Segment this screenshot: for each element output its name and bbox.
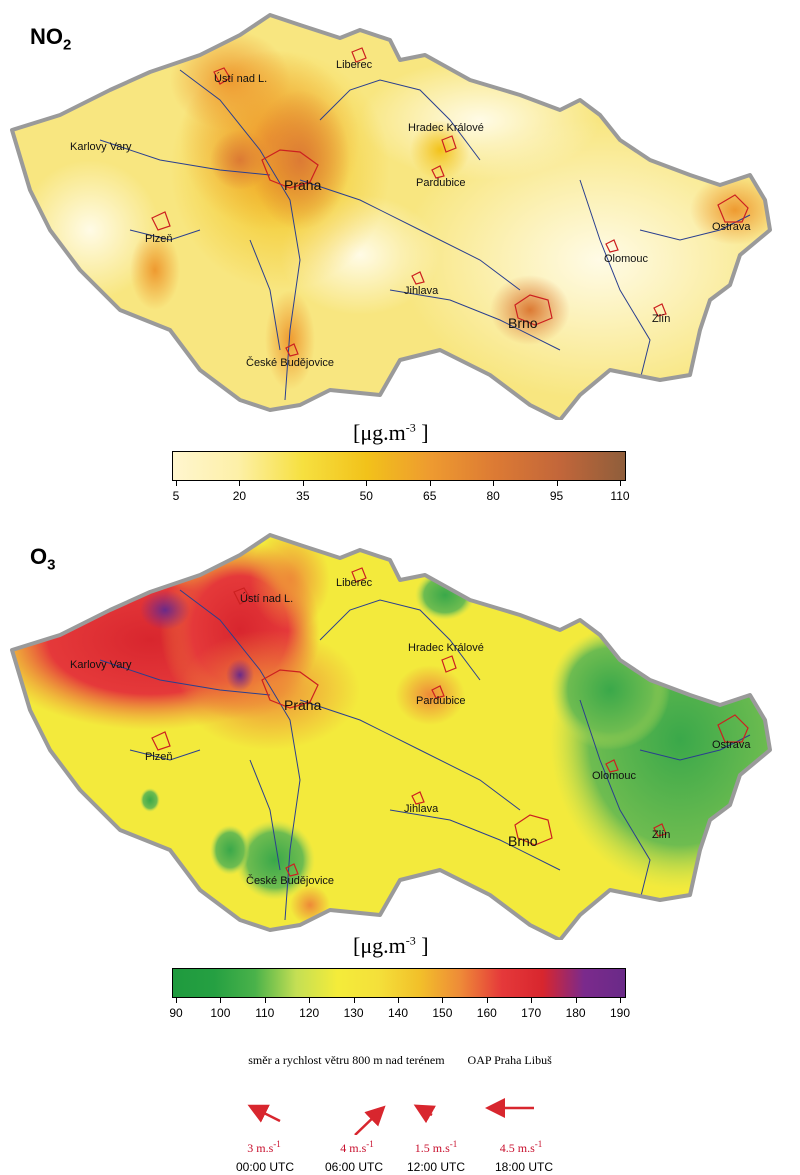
city-label: Hradec Králové	[408, 642, 484, 654]
scale-tick-mark	[309, 998, 311, 1003]
scale-tick-label: 190	[609, 1006, 631, 1020]
no2-title: NO2	[30, 24, 72, 54]
city-label: Praha	[284, 697, 322, 713]
city-label: Hradec Králové	[408, 122, 484, 134]
scale-tick-label: 160	[476, 1006, 497, 1020]
scale-tick-mark	[486, 998, 488, 1003]
scale-tick-mark	[620, 481, 621, 486]
scale-tick-label: 100	[210, 1006, 231, 1020]
wind-speed-0600: 4 m.s-1	[340, 1139, 374, 1155]
scale-tick-label: 20	[232, 489, 247, 503]
no2-color-scale	[172, 451, 626, 481]
scale-tick-label: 110	[610, 489, 630, 503]
city-label: Ostrava	[712, 221, 751, 233]
scale-tick-mark	[556, 481, 558, 486]
wind-time-0000: 00:00 UTC	[235, 1160, 295, 1174]
city-label: Plzeň	[145, 751, 173, 763]
scale-tick-label: 120	[299, 1006, 320, 1020]
scale-tick-mark	[620, 998, 621, 1003]
city-label: Brno	[508, 833, 538, 849]
no2-unit: [μg.m-3 ]	[353, 420, 429, 445]
scale-tick-mark	[220, 998, 222, 1003]
city-label: Plzeň	[145, 233, 173, 245]
city-label: Ostrava	[712, 739, 751, 751]
scale-tick-mark	[575, 998, 577, 1003]
scale-tick-mark	[366, 481, 368, 486]
scale-tick-label: 90	[169, 1006, 183, 1020]
scale-tick-label: 35	[296, 489, 310, 503]
city-label: Karlovy Vary	[70, 141, 132, 153]
scale-tick-label: 170	[521, 1006, 542, 1020]
city-label: České Budějovice	[246, 356, 334, 369]
wind-arrow-0600-icon	[354, 1105, 386, 1135]
scale-tick-label: 5	[172, 489, 180, 503]
city-label: České Budějovice	[246, 874, 334, 887]
wind-speed-1200: 1.5 m.s-1	[414, 1139, 458, 1155]
wind-time-1800: 18:00 UTC	[494, 1160, 554, 1174]
scale-tick-mark	[176, 481, 177, 486]
scale-tick-label: 130	[343, 1006, 364, 1020]
wind-note: směr a rychlost větru 800 m nad terénem …	[0, 1053, 800, 1068]
country-border	[10, 13, 772, 420]
city-outlines	[151, 567, 749, 877]
scale-tick-mark	[442, 998, 444, 1003]
wind-note-text: směr a rychlost větru 800 m nad terénem	[248, 1053, 445, 1067]
scale-tick-label: 50	[359, 489, 373, 503]
city-label: Liberec	[336, 577, 373, 589]
source-text: OAP Praha Libuš	[467, 1053, 552, 1067]
scale-tick-mark	[493, 481, 495, 486]
city-label: Olomouc	[604, 253, 649, 265]
scale-tick-mark	[531, 998, 533, 1003]
city-label: Olomouc	[592, 770, 637, 782]
scale-tick-mark	[398, 998, 399, 1003]
scale-tick-mark	[302, 481, 304, 486]
city-label: Pardubice	[416, 695, 466, 707]
scale-tick-label: 140	[387, 1006, 409, 1020]
wind-arrow-1200-icon	[413, 1104, 436, 1124]
city-label: Jihlava	[404, 285, 439, 297]
scale-tick-label: 80	[486, 489, 500, 503]
river-network	[99, 69, 751, 401]
no2-map: Ústí nad L. Liberec Karlovy Vary Hradec …	[10, 13, 772, 420]
scale-tick-mark	[353, 998, 355, 1003]
o3-city-labels: Ústí nad L. Liberec Karlovy Vary Hradec …	[70, 577, 751, 887]
city-label: Karlovy Vary	[70, 659, 132, 671]
scale-tick-label: 180	[565, 1006, 586, 1020]
o3-title: O3	[30, 544, 56, 574]
o3-map: Ústí nad L. Liberec Karlovy Vary Hradec …	[10, 533, 772, 940]
city-label: Zlín	[652, 829, 670, 841]
scale-tick-mark	[429, 481, 431, 486]
o3-color-scale	[172, 968, 626, 998]
city-label: Ústí nad L.	[240, 592, 293, 605]
city-label: Praha	[284, 177, 322, 193]
wind-speed-1800: 4.5 m.s-1	[499, 1139, 543, 1155]
scale-tick-mark	[264, 998, 266, 1003]
country-border	[10, 533, 772, 940]
wind-time-1200: 12:00 UTC	[406, 1160, 466, 1174]
scale-tick-label: 65	[423, 489, 437, 503]
wind-speed-0000: 3 m.s-1	[247, 1139, 281, 1155]
city-label: Zlín	[652, 313, 670, 325]
no2-city-labels: Ústí nad L. Liberec Karlovy Vary Hradec …	[70, 59, 751, 369]
o3-unit: [μg.m-3 ]	[353, 933, 429, 958]
scale-tick-mark	[176, 998, 177, 1003]
scale-tick-label: 110	[255, 1006, 275, 1020]
wind-arrows	[247, 1098, 534, 1135]
city-label: Jihlava	[404, 803, 439, 815]
no2-panel: Ústí nad L. Liberec Karlovy Vary Hradec …	[0, 0, 800, 520]
wind-arrow-0000-icon	[247, 1104, 281, 1123]
city-label: Pardubice	[416, 177, 466, 189]
scale-tick-label: 150	[432, 1006, 453, 1020]
wind-time-0600: 06:00 UTC	[324, 1160, 384, 1174]
city-label: Brno	[508, 315, 538, 331]
city-label: Ústí nad L.	[214, 72, 267, 85]
scale-tick-mark	[239, 481, 241, 486]
city-label: Liberec	[336, 59, 373, 71]
scale-tick-label: 95	[549, 489, 564, 503]
o3-panel: Ústí nad L. Liberec Karlovy Vary Hradec …	[0, 520, 800, 1040]
city-outlines	[151, 47, 749, 357]
